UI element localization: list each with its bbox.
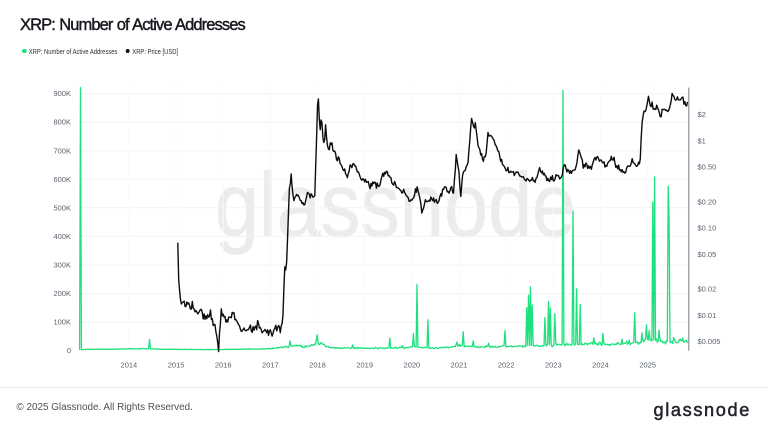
- svg-text:0: 0: [67, 346, 71, 355]
- svg-text:500K: 500K: [53, 203, 71, 212]
- svg-text:2021: 2021: [451, 361, 468, 370]
- svg-text:$0.20: $0.20: [698, 197, 717, 206]
- svg-text:800K: 800K: [53, 118, 71, 127]
- svg-text:200K: 200K: [53, 289, 71, 298]
- svg-text:2019: 2019: [356, 361, 373, 370]
- svg-text:300K: 300K: [53, 261, 71, 270]
- svg-text:2016: 2016: [215, 361, 232, 370]
- svg-text:700K: 700K: [53, 146, 71, 155]
- svg-text:2018: 2018: [309, 361, 326, 370]
- svg-text:2017: 2017: [262, 361, 279, 370]
- svg-text:2024: 2024: [592, 361, 609, 370]
- svg-text:400K: 400K: [53, 232, 71, 241]
- svg-text:$0.02: $0.02: [698, 285, 717, 294]
- svg-text:$0.01: $0.01: [698, 311, 717, 320]
- svg-text:2015: 2015: [168, 361, 185, 370]
- svg-text:$2: $2: [698, 110, 706, 119]
- svg-text:900K: 900K: [53, 89, 71, 98]
- svg-text:$0.50: $0.50: [698, 163, 717, 172]
- svg-text:2020: 2020: [404, 361, 421, 370]
- svg-text:2022: 2022: [498, 361, 515, 370]
- svg-text:600K: 600K: [53, 175, 71, 184]
- svg-text:$1: $1: [698, 136, 706, 145]
- svg-text:$0.005: $0.005: [698, 337, 721, 346]
- svg-text:2023: 2023: [545, 361, 562, 370]
- svg-text:2014: 2014: [121, 361, 138, 370]
- svg-text:$0.05: $0.05: [698, 250, 717, 259]
- svg-text:100K: 100K: [53, 318, 71, 327]
- svg-text:2025: 2025: [639, 361, 656, 370]
- svg-text:$0.10: $0.10: [698, 224, 717, 233]
